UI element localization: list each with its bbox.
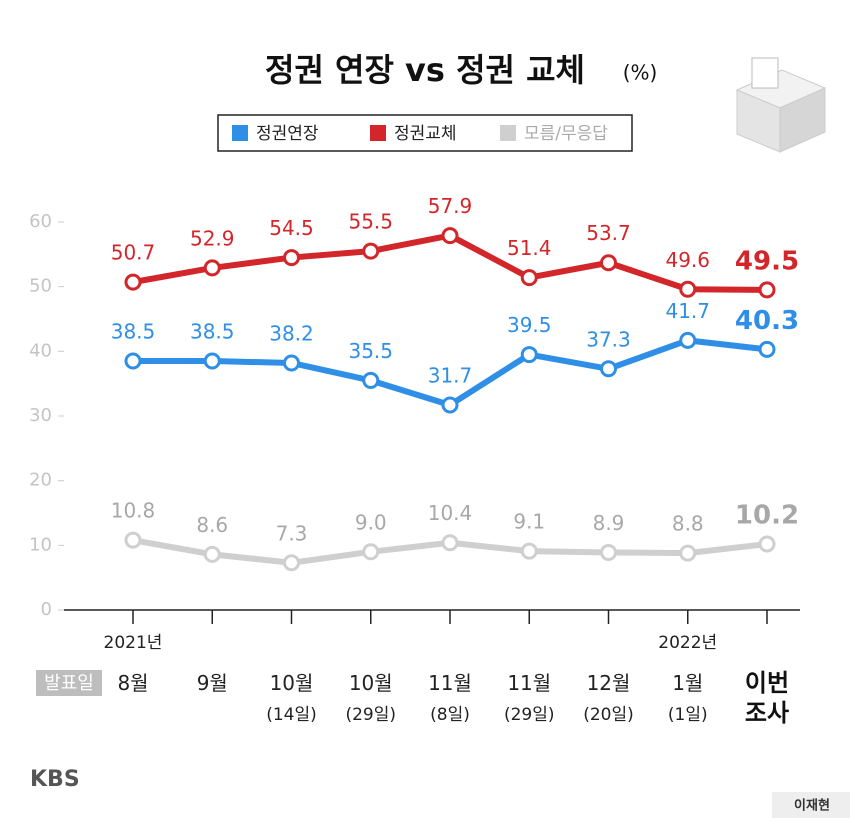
date-label-box — [36, 670, 102, 696]
x-tick-sublabel: (14일) — [266, 705, 317, 725]
data-label: 49.6 — [665, 248, 710, 272]
data-label: 57.9 — [428, 194, 473, 218]
year-label: 2021년 — [104, 633, 163, 653]
legend-swatch — [370, 125, 386, 141]
data-label: 10.2 — [735, 501, 799, 531]
data-label: 8.9 — [593, 511, 625, 535]
y-tick-label: 50 — [29, 276, 52, 297]
y-tick-label: 20 — [29, 470, 52, 491]
data-point — [600, 360, 617, 378]
data-point — [362, 242, 380, 260]
year-label: 2022년 — [658, 633, 717, 653]
data-point — [283, 554, 300, 572]
x-tick-label: 10월 — [269, 671, 314, 695]
data-label: 38.5 — [190, 320, 235, 344]
x-tick-label: 10월 — [348, 671, 393, 695]
data-point — [520, 346, 538, 364]
legend-swatch — [500, 125, 516, 141]
data-point — [600, 543, 617, 561]
data-label: 50.7 — [111, 241, 156, 265]
y-tick-label: 60 — [29, 211, 52, 232]
data-label: 40.3 — [735, 306, 799, 336]
data-point — [362, 371, 380, 389]
data-point — [203, 259, 221, 277]
date-label: 발표일 — [44, 673, 94, 694]
legend-label: 정권교체 — [394, 124, 457, 144]
data-point — [758, 281, 776, 299]
credit: 이재현 — [794, 798, 830, 814]
source-logo: KBS — [30, 767, 80, 792]
x-tick-sublabel: (29일) — [345, 705, 397, 725]
data-label: 51.4 — [507, 236, 552, 260]
data-point — [520, 542, 538, 560]
data-point — [124, 273, 142, 291]
data-point — [362, 543, 380, 561]
data-label: 39.5 — [507, 313, 552, 337]
data-point — [679, 280, 697, 298]
legend-box — [217, 114, 633, 152]
data-point — [124, 352, 142, 370]
data-point — [441, 227, 459, 245]
x-tick-label: 9월 — [196, 671, 228, 695]
data-point — [679, 331, 697, 349]
data-point — [600, 254, 617, 272]
data-point — [441, 534, 459, 552]
data-label: 10.4 — [428, 501, 473, 525]
x-tick-label: 1월 — [672, 671, 704, 695]
data-label: 8.6 — [196, 513, 228, 537]
data-label: 38.5 — [111, 320, 156, 344]
y-tick-label: 10 — [29, 534, 52, 555]
x-tick-label: 11월 — [428, 671, 472, 695]
ballot-box-icon — [735, 57, 827, 153]
data-label: 7.3 — [276, 521, 308, 545]
data-point — [758, 535, 776, 553]
data-point — [441, 396, 459, 414]
x-tick-sublabel: (20일) — [583, 705, 634, 725]
legend-label: 모름/무응답 — [524, 124, 608, 144]
unit-label: (%) — [623, 61, 658, 85]
y-tick-label: 40 — [29, 340, 52, 361]
data-label: 53.7 — [586, 221, 631, 245]
data-point — [758, 340, 776, 358]
data-label: 37.3 — [586, 327, 631, 351]
data-label: 10.8 — [111, 499, 156, 523]
data-label: 54.5 — [269, 216, 314, 240]
data-point — [203, 352, 221, 370]
data-label: 9.1 — [513, 510, 545, 534]
data-point — [124, 531, 142, 549]
x-tick-label: 이번 조사 — [744, 669, 790, 727]
data-label: 38.2 — [269, 321, 314, 345]
data-label: 49.5 — [735, 246, 799, 276]
legend-label: 정권연장 — [256, 124, 319, 144]
data-label: 31.7 — [428, 364, 473, 388]
data-label: 52.9 — [190, 226, 235, 250]
legend-swatch — [232, 125, 248, 141]
data-label: 8.8 — [672, 512, 704, 536]
x-tick-sublabel: (29일) — [503, 705, 555, 725]
data-label: 41.7 — [665, 299, 710, 323]
data-point — [283, 354, 300, 372]
y-tick-label: 30 — [29, 405, 52, 426]
x-tick-label: 8월 — [117, 671, 149, 695]
credit-box — [772, 792, 850, 818]
data-label: 35.5 — [348, 339, 393, 363]
data-point — [283, 249, 300, 267]
data-label: 55.5 — [348, 210, 393, 234]
data-point — [203, 545, 221, 563]
x-tick-label: 11월 — [507, 671, 552, 695]
x-tick-label: 12월 — [586, 671, 631, 695]
chart-title: 정권 연장 vs 정권 교체 — [265, 51, 585, 89]
data-point — [679, 544, 697, 562]
data-point — [520, 269, 538, 287]
data-label: 9.0 — [355, 510, 387, 534]
x-tick-sublabel: (1일) — [667, 705, 708, 725]
x-tick-sublabel: (8일) — [430, 705, 470, 725]
y-tick-label: 0 — [41, 599, 52, 620]
